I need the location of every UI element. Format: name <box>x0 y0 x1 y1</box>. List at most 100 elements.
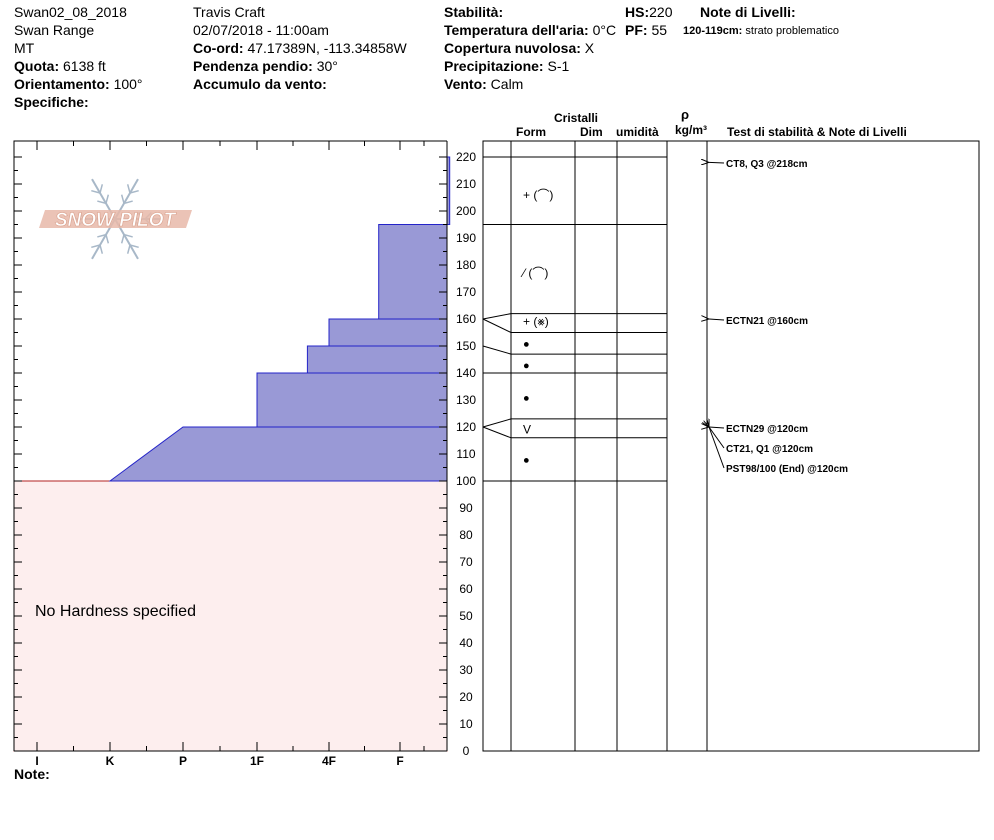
axis-label: 210 <box>456 177 476 191</box>
slope-label: Pendenza pendio: <box>193 58 313 74</box>
snow-height: HS:220 <box>625 4 672 21</box>
hardness-label: K <box>106 754 115 768</box>
hardness-layer <box>328 318 448 347</box>
hs-value: 220 <box>649 4 673 20</box>
snowflake-branch <box>126 244 131 254</box>
density-unit: kg/m³ <box>675 123 708 137</box>
axis-label: 150 <box>456 339 476 353</box>
snowflake-branch <box>99 184 104 194</box>
axis-label: 10 <box>459 717 473 731</box>
wind: Vento: Calm <box>444 76 523 93</box>
foot-penetration: PF: 55 <box>625 22 667 39</box>
depth-connector <box>482 313 512 320</box>
range-name: Swan Range <box>14 22 95 38</box>
axis-label: 20 <box>459 690 473 704</box>
moisture-header: umidità <box>616 125 659 139</box>
coord-value: 47.17389N, -113.34858W <box>247 40 407 56</box>
axis-label: 180 <box>456 258 476 272</box>
footer-note-label: Note: <box>14 766 50 782</box>
test-label: CT8, Q3 @218cm <box>726 159 808 170</box>
snowpilot-logo: SNOW PILOT <box>39 178 192 260</box>
hardness-layer <box>306 345 448 374</box>
snowflake-branch <box>105 234 110 244</box>
slope-value: 30° <box>316 58 338 74</box>
axis-label: 90 <box>459 501 473 515</box>
cloud-cover: Copertura nuvolosa: X <box>444 40 594 57</box>
axis-label: 160 <box>456 312 476 326</box>
hardness-label: 4F <box>322 754 336 768</box>
slope: Pendenza pendio: 30° <box>193 58 338 75</box>
snowflake-branch <box>97 200 107 205</box>
specifics-label: Specifiche: <box>14 94 89 110</box>
logo-band <box>39 210 192 228</box>
test-arrow <box>709 162 725 163</box>
aspect-value: 100° <box>113 76 143 92</box>
axis-label: 40 <box>459 636 473 650</box>
axis-label: 190 <box>456 231 476 245</box>
form-header: Form <box>516 125 546 139</box>
axis-label: 80 <box>459 528 473 542</box>
hardness-label: P <box>179 754 187 768</box>
snowflake-branch <box>123 233 133 238</box>
state-name: MT <box>14 40 35 56</box>
snowflake-branch <box>123 200 133 205</box>
crystal-form: V <box>523 423 531 437</box>
axis-label: 0 <box>463 744 470 758</box>
snowflake-branch <box>120 194 125 204</box>
test-arrow <box>709 427 725 449</box>
axis-label: 60 <box>459 582 473 596</box>
snowflake-branch <box>99 244 104 254</box>
crystal-form: ● <box>523 360 530 372</box>
air-temp: Temperatura dell'aria: 0°C <box>444 22 616 39</box>
date-time: 02/07/2018 - 11:00am <box>193 22 329 38</box>
wind-value: Calm <box>490 76 524 92</box>
air-temp-label: Temperatura dell'aria: <box>444 22 589 38</box>
stability-label: Stabilità: <box>444 4 504 20</box>
coord-label: Co-ord: <box>193 40 244 56</box>
depth-axis: 0 10 20 30 40 50 60 70 80 90 100 110 120 130 140 150 160… <box>439 141 476 758</box>
axis-label: 200 <box>456 204 476 218</box>
aspect: Orientamento: 100° <box>14 76 143 93</box>
layer-table: + (⌒) ⁄ (⌒) + (⨳) ● ● ● V ● CT8, Q3 @218cm ECTN21… <box>482 140 980 752</box>
cloud-label: Copertura nuvolosa: <box>444 40 581 56</box>
air-temp-value: 0°C <box>592 22 617 38</box>
test-arrow <box>709 319 725 320</box>
axis-label: 30 <box>459 663 473 677</box>
snowflake-branch <box>91 189 101 194</box>
pf-label: PF: <box>625 22 648 38</box>
hardness-label: 1F <box>250 754 264 768</box>
test-arrow <box>709 427 725 469</box>
precip-value: S-1 <box>547 58 570 74</box>
cloud-value: X <box>584 40 595 56</box>
hardness-layer <box>378 224 448 320</box>
snowflake-branch <box>91 244 101 249</box>
wind-label: Vento: <box>444 76 487 92</box>
hardness-layer <box>256 372 448 428</box>
precip-label: Precipitazione: <box>444 58 544 74</box>
layer-note-text: strato problematico <box>745 25 839 37</box>
depth-connector <box>482 418 512 428</box>
depth-connector <box>482 345 512 355</box>
density-symbol: ρ <box>681 107 690 122</box>
crystal-form: + (⌒) <box>523 188 553 202</box>
test-label: ECTN29 @120cm <box>726 424 808 435</box>
test-label: ECTN21 @160cm <box>726 316 808 327</box>
crystal-form: ● <box>523 392 530 404</box>
hardness-panel: No Hardness specified I K P 1F 4F F <box>13 140 451 768</box>
snowflake-branch <box>97 233 107 238</box>
snowflake-branch <box>126 184 131 194</box>
test-label: PST98/100 (End) @120cm <box>726 464 848 475</box>
snowflake-branch <box>105 194 110 204</box>
snowflake-branch <box>129 189 139 194</box>
crystal-form: ⁄ (⌒) <box>520 266 548 280</box>
observer: Travis Craft <box>193 4 265 20</box>
pit-name: Swan02_08_2018 <box>14 4 127 20</box>
hs-label: HS: <box>625 4 650 20</box>
coordinates: Co-ord: 47.17389N, -113.34858W <box>193 40 407 57</box>
table-frame <box>482 140 980 752</box>
snowflake-branch <box>120 234 125 244</box>
no-hardness-label: No Hardness specified <box>35 603 196 620</box>
hardness-label: F <box>396 754 403 768</box>
axis-label: 130 <box>456 393 476 407</box>
